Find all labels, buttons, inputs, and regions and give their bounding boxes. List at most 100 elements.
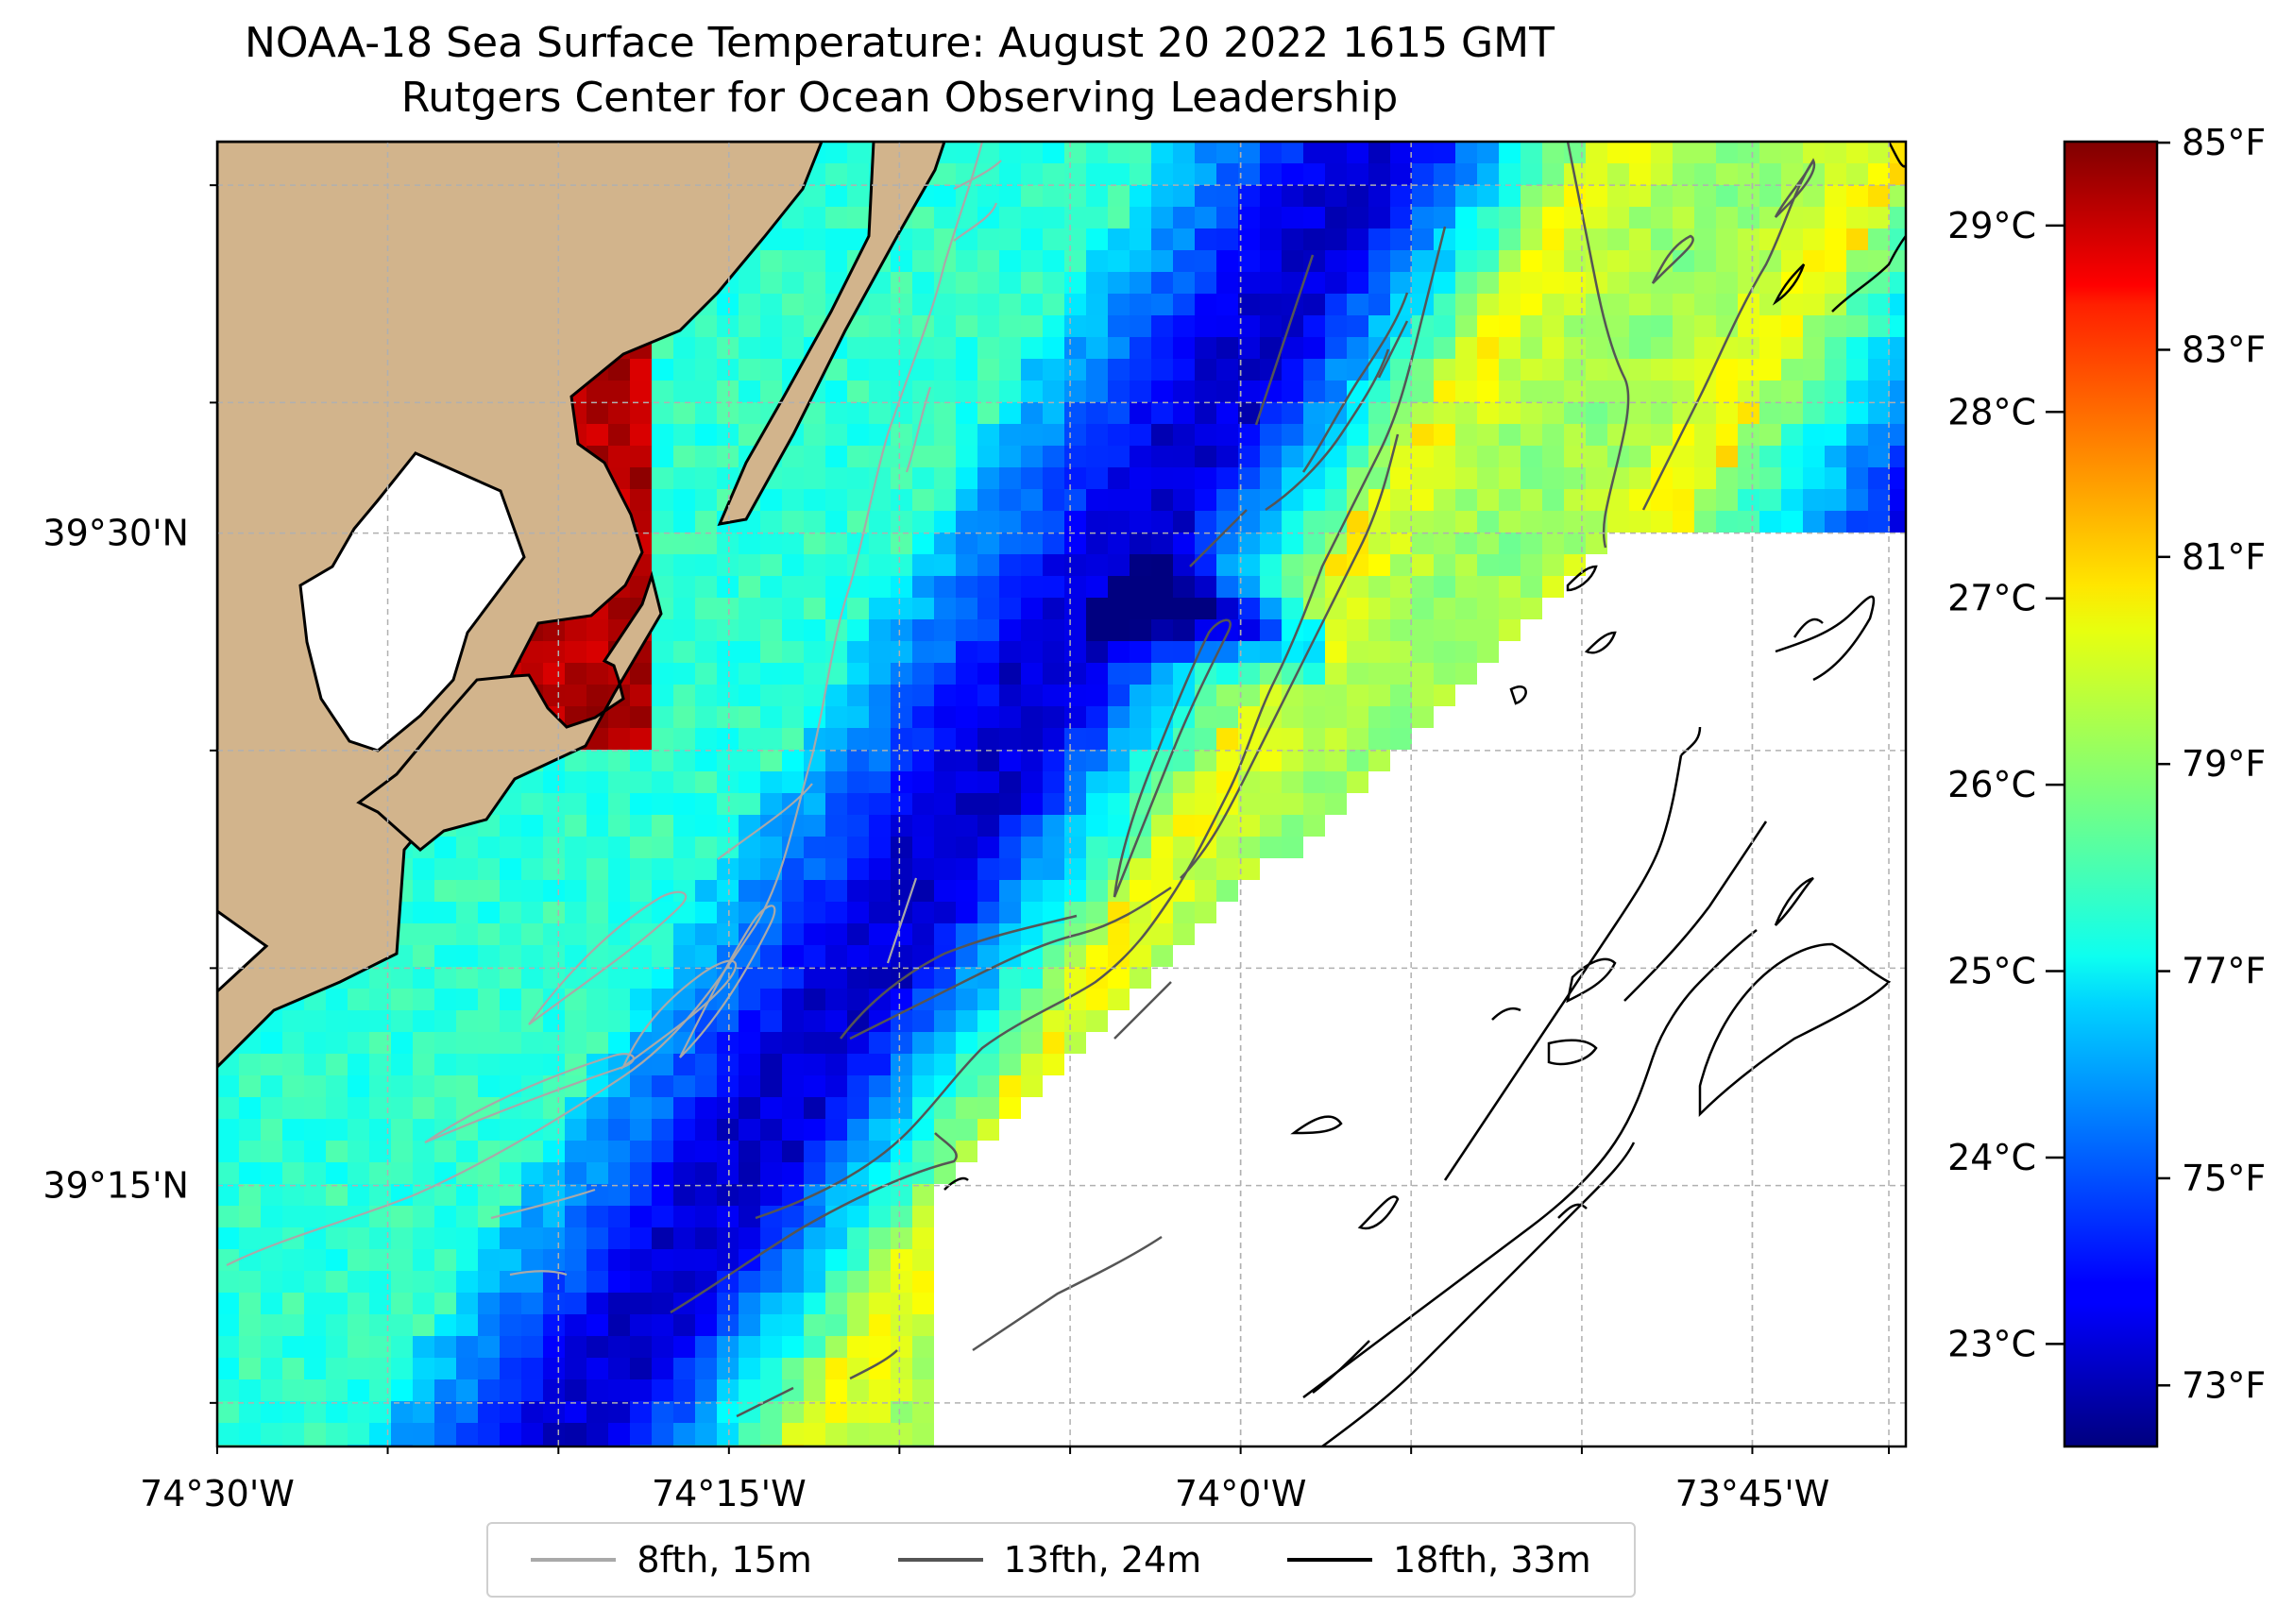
- sst-cell: [1673, 467, 1694, 489]
- sst-cell: [1238, 228, 1260, 250]
- sst-cell: [565, 641, 586, 663]
- sst-cell: [739, 793, 760, 815]
- sst-cell: [1173, 858, 1195, 880]
- sst-cell: [652, 706, 673, 728]
- sst-cell: [1477, 446, 1499, 467]
- sst-cell: [1195, 207, 1216, 228]
- sst-cell: [1738, 489, 1759, 511]
- sst-cell: [1021, 793, 1043, 815]
- sst-cell: [1303, 467, 1325, 489]
- sst-cell: [1542, 381, 1564, 402]
- sst-cell: [804, 967, 825, 989]
- sst-cell: [1759, 446, 1781, 467]
- sst-cell: [825, 228, 847, 250]
- sst-cell: [804, 923, 825, 945]
- sst-cell: [825, 1379, 847, 1401]
- sst-cell: [1108, 576, 1130, 598]
- sst-cell: [1195, 315, 1216, 337]
- sst-cell: [1064, 967, 1086, 989]
- sst-cell: [999, 1075, 1021, 1097]
- sst-cell: [782, 554, 804, 576]
- sst-cell: [1368, 272, 1390, 294]
- sst-cell: [1846, 467, 1868, 489]
- sst-cell: [1216, 663, 1238, 685]
- sst-cell: [1825, 337, 1846, 359]
- sst-cell: [717, 1206, 739, 1227]
- sst-cell: [1282, 728, 1303, 750]
- sst-cell: [760, 923, 782, 945]
- sst-cell: [413, 880, 434, 902]
- sst-cell: [804, 250, 825, 272]
- sst-cell: [1347, 598, 1368, 619]
- sst-cell: [869, 1141, 891, 1162]
- sst-cell: [1738, 402, 1759, 424]
- sst-cell: [825, 185, 847, 207]
- sst-cell: [543, 1227, 565, 1249]
- sst-cell: [608, 1401, 630, 1423]
- sst-cell: [1629, 294, 1651, 315]
- sst-cell: [326, 1401, 348, 1423]
- sst-cell: [521, 1184, 543, 1206]
- sst-cell: [543, 1162, 565, 1184]
- sst-cell: [1607, 315, 1629, 337]
- sst-cell: [1195, 880, 1216, 902]
- sst-cell: [630, 467, 652, 489]
- sst-cell: [478, 902, 500, 923]
- sst-cell: [261, 1271, 282, 1293]
- sst-cell: [348, 1075, 369, 1097]
- sst-cell: [1195, 750, 1216, 771]
- sst-cell: [760, 837, 782, 858]
- sst-cell: [1434, 402, 1455, 424]
- sst-cell: [782, 923, 804, 945]
- sst-cell: [565, 880, 586, 902]
- sst-cell: [804, 1401, 825, 1423]
- sst-cell: [1216, 315, 1238, 337]
- sst-cell: [630, 1119, 652, 1141]
- sst-cell: [869, 641, 891, 663]
- sst-cell: [695, 771, 717, 793]
- sst-cell: [282, 1075, 304, 1097]
- sst-cell: [717, 858, 739, 880]
- sst-cell: [1043, 402, 1064, 424]
- sst-cell: [1868, 272, 1890, 294]
- sst-cell: [825, 880, 847, 902]
- sst-cell: [1043, 424, 1064, 446]
- sst-cell: [847, 619, 869, 641]
- sst-cell: [1477, 511, 1499, 533]
- sst-cell: [456, 1119, 478, 1141]
- sst-cell: [1781, 315, 1803, 337]
- sst-cell: [1260, 837, 1282, 858]
- sst-cell: [695, 446, 717, 467]
- sst-cell: [630, 1162, 652, 1184]
- sst-cell: [717, 381, 739, 402]
- sst-cell: [282, 1054, 304, 1075]
- sst-cell: [1195, 185, 1216, 207]
- sst-cell: [869, 858, 891, 880]
- sst-cell: [1477, 467, 1499, 489]
- sst-cell: [891, 294, 912, 315]
- sst-cell: [652, 1032, 673, 1054]
- sst-cell: [1890, 142, 1906, 163]
- sst-cell: [1499, 598, 1521, 619]
- sst-cell: [934, 1075, 956, 1097]
- sst-cell: [717, 1054, 739, 1075]
- sst-cell: [1759, 294, 1781, 315]
- sst-cell: [304, 1293, 326, 1314]
- sst-cell: [1325, 228, 1347, 250]
- sst-cell: [977, 728, 999, 750]
- sst-cell: [804, 858, 825, 880]
- sst-cell: [1043, 446, 1064, 467]
- sst-cell: [1412, 207, 1434, 228]
- sst-cell: [847, 598, 869, 619]
- sst-cell: [1455, 207, 1477, 228]
- sst-cell: [1738, 381, 1759, 402]
- sst-cell: [478, 1336, 500, 1358]
- sst-cell: [1021, 424, 1043, 446]
- sst-cell: [825, 793, 847, 815]
- sst-cell: [1825, 207, 1846, 228]
- sst-cell: [1173, 424, 1195, 446]
- sst-cell: [1216, 880, 1238, 902]
- sst-cell: [521, 837, 543, 858]
- sst-cell: [565, 1010, 586, 1032]
- sst-cell: [261, 1401, 282, 1423]
